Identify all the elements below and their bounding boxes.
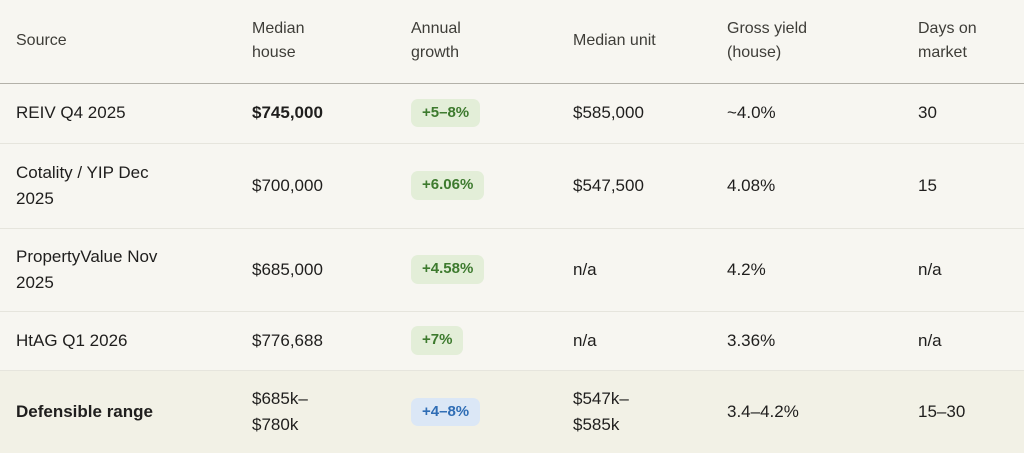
column-header-days-on-market: Days on market — [918, 0, 1024, 84]
cell-median-house: $700,000 — [252, 143, 411, 229]
cell-days-on-market: 30 — [918, 83, 1024, 144]
table-row: REIV Q4 2025 $745,000 +5–8% $585,000 ~4.… — [0, 83, 1024, 144]
growth-badge: +6.06% — [411, 171, 485, 200]
cell-annual-growth: +4.58% — [411, 228, 573, 312]
table-row: HtAG Q1 2026 $776,688 +7% n/a 3.36% n/a — [0, 311, 1024, 371]
column-header-gross-yield: Gross yield (house) — [727, 0, 918, 84]
cell-median-unit: n/a — [573, 311, 727, 371]
cell-median-unit: n/a — [573, 228, 727, 312]
cell-median-unit: $547k– $585k — [573, 370, 727, 453]
cell-days-on-market: 15–30 — [918, 370, 1024, 453]
table-row: Cotality / YIP Dec 2025 $700,000 +6.06% … — [0, 143, 1024, 229]
cell-median-house: $776,688 — [252, 311, 411, 371]
column-header-median-unit: Median unit — [573, 0, 727, 84]
growth-badge: +4–8% — [411, 397, 481, 426]
table-row-summary: Defensible range $685k– $780k +4–8% $547… — [0, 370, 1024, 453]
growth-badge: +5–8% — [411, 98, 481, 128]
cell-annual-growth: +4–8% — [411, 370, 573, 453]
growth-badge: +7% — [411, 326, 464, 355]
table-row: PropertyValue Nov 2025 $685,000 +4.58% n… — [0, 228, 1024, 312]
cell-source: HtAG Q1 2026 — [0, 311, 252, 371]
cell-days-on-market: 15 — [918, 143, 1024, 229]
cell-source: Cotality / YIP Dec 2025 — [0, 143, 252, 229]
cell-median-house: $685,000 — [252, 228, 411, 312]
cell-median-house: $745,000 — [252, 83, 411, 144]
header-row: Source Median house Annual growth Median… — [0, 0, 1024, 84]
cell-source: PropertyValue Nov 2025 — [0, 228, 252, 312]
cell-days-on-market: n/a — [918, 311, 1024, 371]
cell-source: Defensible range — [0, 370, 252, 453]
cell-source: REIV Q4 2025 — [0, 83, 252, 144]
cell-days-on-market: n/a — [918, 228, 1024, 312]
cell-median-house: $685k– $780k — [252, 370, 411, 453]
cell-gross-yield: 4.2% — [727, 228, 918, 312]
column-header-source: Source — [0, 0, 252, 84]
cell-median-unit: $547,500 — [573, 143, 727, 229]
cell-annual-growth: +7% — [411, 311, 573, 371]
cell-gross-yield: 3.4–4.2% — [727, 370, 918, 453]
cell-gross-yield: ~4.0% — [727, 83, 918, 144]
cell-gross-yield: 3.36% — [727, 311, 918, 371]
cell-gross-yield: 4.08% — [727, 143, 918, 229]
growth-badge: +4.58% — [411, 255, 485, 284]
column-header-annual-growth: Annual growth — [411, 0, 573, 84]
cell-annual-growth: +5–8% — [411, 83, 573, 144]
cell-annual-growth: +6.06% — [411, 143, 573, 229]
cell-median-unit: $585,000 — [573, 83, 727, 144]
column-header-median-house: Median house — [252, 0, 411, 84]
